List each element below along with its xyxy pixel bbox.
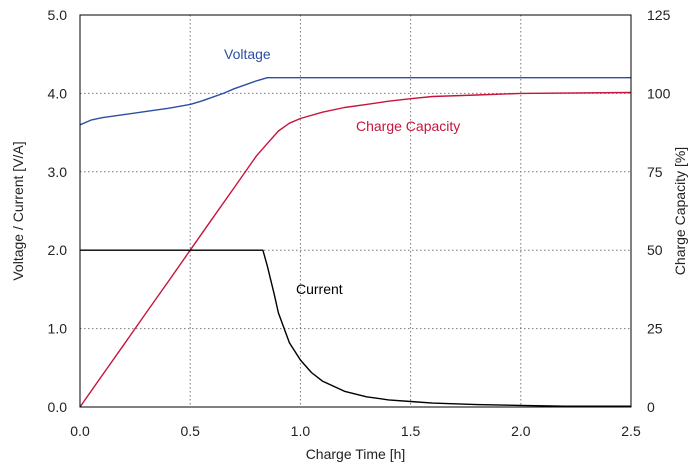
voltage-label: Voltage [224,46,271,62]
x-tick-label: 0.5 [180,423,200,439]
tick-labels: 0.0 0.5 1.0 1.5 2.0 2.5 0.0 1.0 2.0 3.0 4.0 5.0 0 25 5… [48,7,671,439]
y-tick-label: 3.0 [48,164,68,180]
x-tick-label: 2.0 [511,423,531,439]
y2-tick-label: 75 [647,164,663,180]
y-tick-label: 2.0 [48,242,68,258]
y2-tick-label: 0 [647,399,655,415]
y-tick-label: 0.0 [48,399,68,415]
charge-capacity-label: Charge Capacity [356,118,460,134]
y2-tick-label: 50 [647,242,663,258]
y-axis-title: Voltage / Current [V/A] [10,141,26,280]
y2-tick-label: 125 [647,7,671,23]
plot-frame [79,14,632,408]
series-labels: Voltage Charge Capacity Current [224,46,460,297]
x-tick-label: 2.5 [621,423,641,439]
charge-capacity-line [79,91,632,408]
x-tick-label: 1.0 [291,423,311,439]
series-lines [79,77,632,408]
x-tick-label: 0.0 [70,423,90,439]
voltage-line [79,77,631,126]
x-axis-title: Charge Time [h] [306,446,406,462]
current-line [80,249,631,407]
current-label: Current [296,281,343,297]
y2-tick-label: 25 [647,321,663,337]
y2-tick-label: 100 [647,85,671,101]
grid-lines [80,15,631,407]
x-tick-label: 1.5 [401,423,421,439]
y2-axis-title: Charge Capacity [%] [672,147,688,275]
y-tick-label: 5.0 [48,7,68,23]
y-tick-label: 4.0 [48,85,68,101]
y-tick-label: 1.0 [48,321,68,337]
